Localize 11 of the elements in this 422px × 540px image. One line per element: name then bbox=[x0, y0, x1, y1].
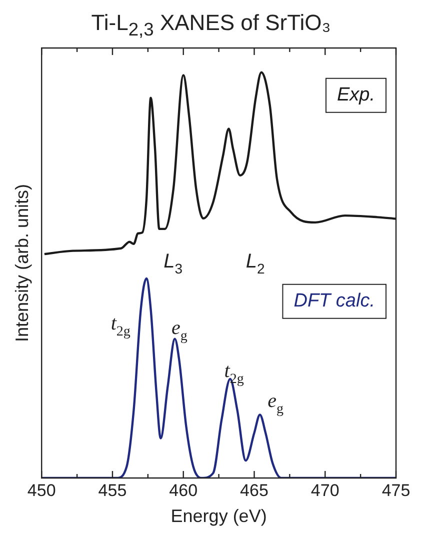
chart-title: Ti-L$_{2,3}$ XANES of SrTiO₃ bbox=[90, 9, 332, 42]
x-tick-label: 460 bbox=[169, 480, 198, 500]
x-tick-label: 470 bbox=[310, 480, 340, 500]
x-axis-title: Energy (eV) bbox=[170, 506, 267, 526]
x-tick-label: 450 bbox=[27, 480, 56, 500]
x-tick-label: 475 bbox=[382, 480, 410, 500]
text: Exp. bbox=[336, 84, 376, 106]
y-axis-title: Intensity (arb. units) bbox=[12, 184, 32, 342]
text: DFT calc. bbox=[294, 290, 375, 312]
x-tick-label: 465 bbox=[240, 480, 268, 500]
x-tick-label: 455 bbox=[98, 480, 127, 500]
